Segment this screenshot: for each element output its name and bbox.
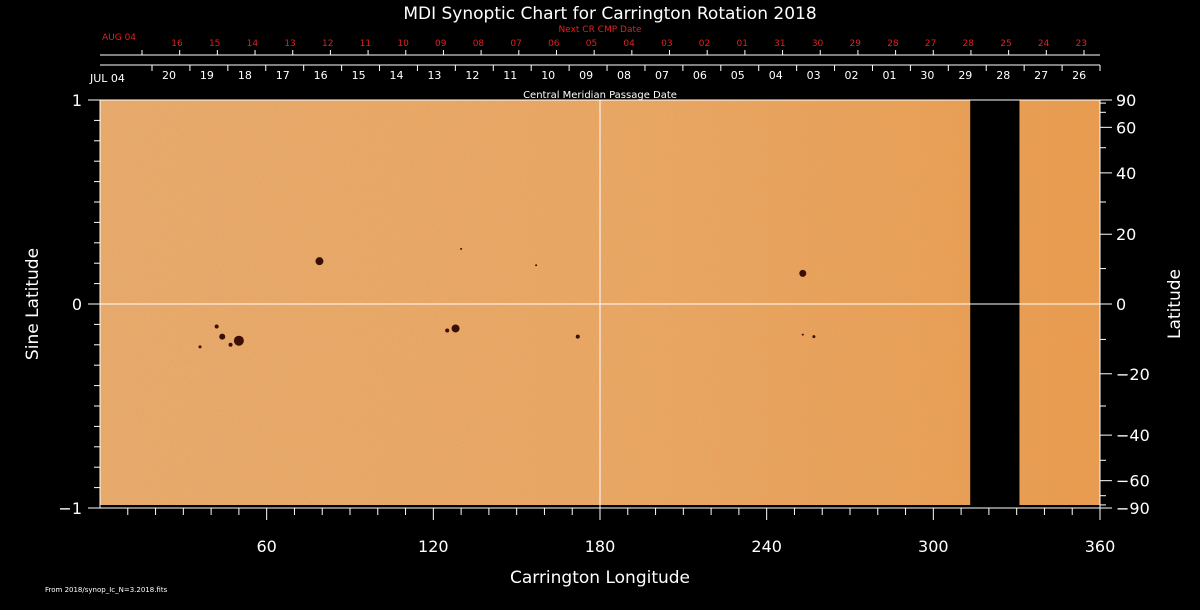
y-right-tick-label: 40 xyxy=(1116,164,1136,183)
next-cr-date: 27 xyxy=(925,39,936,49)
next-cr-date: 30 xyxy=(812,39,824,49)
cmp-date: 11 xyxy=(503,69,517,82)
cmp-date: 30 xyxy=(920,69,934,82)
next-cr-date: 28 xyxy=(963,39,975,49)
sunspots xyxy=(198,247,816,349)
cmp-date: 20 xyxy=(162,69,176,82)
x-axis: 60 120 180 240 300 360 xyxy=(127,508,1116,556)
cmp-date: 19 xyxy=(200,69,214,82)
next-cr-date: 25 xyxy=(1000,39,1011,49)
next-cr-date: 07 xyxy=(510,39,521,49)
cmp-date: 17 xyxy=(276,69,290,82)
cmp-date: 26 xyxy=(1072,69,1086,82)
y-left-tick-label: 0 xyxy=(72,295,82,314)
x-tick-label: 240 xyxy=(751,537,782,556)
cmp-date: 28 xyxy=(996,69,1010,82)
x-tick-label: 360 xyxy=(1085,537,1116,556)
sunspot xyxy=(214,324,219,329)
cmp-date: 13 xyxy=(427,69,441,82)
next-cr-date-axis: Next CR CMP Date AUG 04 16 15 14 13 12 11 10 09 0… xyxy=(100,25,1100,56)
y-right-tick-label: 90 xyxy=(1116,91,1136,110)
sunspot xyxy=(575,334,580,339)
x-tick-label: 180 xyxy=(585,537,616,556)
cmp-axis-label: Central Meridian Passage Date xyxy=(523,90,677,101)
cmp-date: 10 xyxy=(541,69,555,82)
sunspot xyxy=(315,257,324,266)
cmp-date: 14 xyxy=(390,69,404,82)
y-right-tick-label: −90 xyxy=(1116,499,1150,518)
next-cr-date: 05 xyxy=(586,39,597,49)
cmp-date: 08 xyxy=(617,69,631,82)
next-cr-date: 31 xyxy=(774,39,785,49)
next-cr-label: Next CR CMP Date xyxy=(558,25,642,35)
cmp-date: 07 xyxy=(655,69,669,82)
sunspot xyxy=(535,264,538,267)
cmp-date: 06 xyxy=(693,69,707,82)
sunspot xyxy=(799,269,807,277)
cmp-date: 15 xyxy=(352,69,366,82)
y-axis-left-label: Sine Latitude xyxy=(23,248,43,360)
source-file: From 2018/synop_Ic_N=3.2018.fits xyxy=(45,586,168,594)
next-cr-date: 08 xyxy=(473,39,485,49)
sunspot xyxy=(219,333,226,340)
next-cr-date: 28 xyxy=(887,39,899,49)
next-cr-date: 11 xyxy=(360,39,371,49)
cmp-date: 29 xyxy=(958,69,972,82)
next-cr-date: 23 xyxy=(1076,39,1087,49)
x-tick-label: 60 xyxy=(256,537,276,556)
next-cr-date: 15 xyxy=(209,39,220,49)
x-tick-label: 120 xyxy=(418,537,449,556)
y-right-tick-label: 20 xyxy=(1116,225,1136,244)
cmp-date: 09 xyxy=(579,69,593,82)
next-cr-date: 14 xyxy=(247,39,259,49)
cmp-date: 27 xyxy=(1034,69,1048,82)
y-left-tick-label: 1 xyxy=(72,91,82,110)
sunspot xyxy=(812,335,816,339)
next-cr-date: 13 xyxy=(284,39,295,49)
cmp-date: 16 xyxy=(314,69,328,82)
y-left-tick-label: −1 xyxy=(58,499,82,518)
y-right-tick-label: 0 xyxy=(1116,295,1126,314)
y-right-tick-label: −20 xyxy=(1116,365,1150,384)
sunspot xyxy=(228,342,233,347)
chart-title: MDI Synoptic Chart for Carrington Rotati… xyxy=(403,4,816,24)
x-tick-label: 300 xyxy=(918,537,949,556)
cmp-date: 02 xyxy=(845,69,859,82)
next-cr-date: 09 xyxy=(435,39,447,49)
y-right-tick-label: −60 xyxy=(1116,472,1150,491)
sunspot xyxy=(445,328,450,333)
y-axis-right: 90 60 40 20 0 −20 −40 −60 −90 xyxy=(1100,91,1150,518)
next-cr-date: 03 xyxy=(661,39,672,49)
sunspot xyxy=(451,324,460,333)
next-cr-date: 04 xyxy=(623,39,635,49)
next-cr-date: 01 xyxy=(736,39,747,49)
y-axis-left: −1 0 1 xyxy=(58,91,100,518)
x-axis-label: Carrington Longitude xyxy=(510,568,690,588)
cmp-date: 03 xyxy=(807,69,821,82)
cmp-start-label: JUL 04 xyxy=(89,72,125,85)
next-cr-date: 02 xyxy=(699,39,710,49)
cmp-date: 01 xyxy=(882,69,896,82)
sunspot xyxy=(233,335,244,346)
next-cr-start-label: AUG 04 xyxy=(102,33,136,43)
y-right-tick-label: 60 xyxy=(1116,118,1136,137)
next-cr-date: 06 xyxy=(548,39,560,49)
next-cr-date: 29 xyxy=(850,39,862,49)
y-right-tick-label: −40 xyxy=(1116,426,1150,445)
y-axis-right-label: Latitude xyxy=(1165,269,1185,339)
next-cr-date: 16 xyxy=(171,39,183,49)
plot-area xyxy=(99,99,1101,509)
cmp-date: 04 xyxy=(769,69,783,82)
cmp-date: 12 xyxy=(465,69,479,82)
cmp-date: 05 xyxy=(731,69,745,82)
next-cr-date: 24 xyxy=(1038,39,1050,49)
next-cr-date: 10 xyxy=(397,39,409,49)
next-cr-date: 12 xyxy=(322,39,333,49)
cmp-date: 18 xyxy=(238,69,252,82)
sunspot xyxy=(801,333,804,336)
sunspot xyxy=(198,345,202,349)
cmp-date-axis: JUL 04 20 19 18 17 16 15 14 13 12 11 10 09 08 07 06 05 04… xyxy=(89,64,1101,85)
sunspot xyxy=(460,247,463,250)
